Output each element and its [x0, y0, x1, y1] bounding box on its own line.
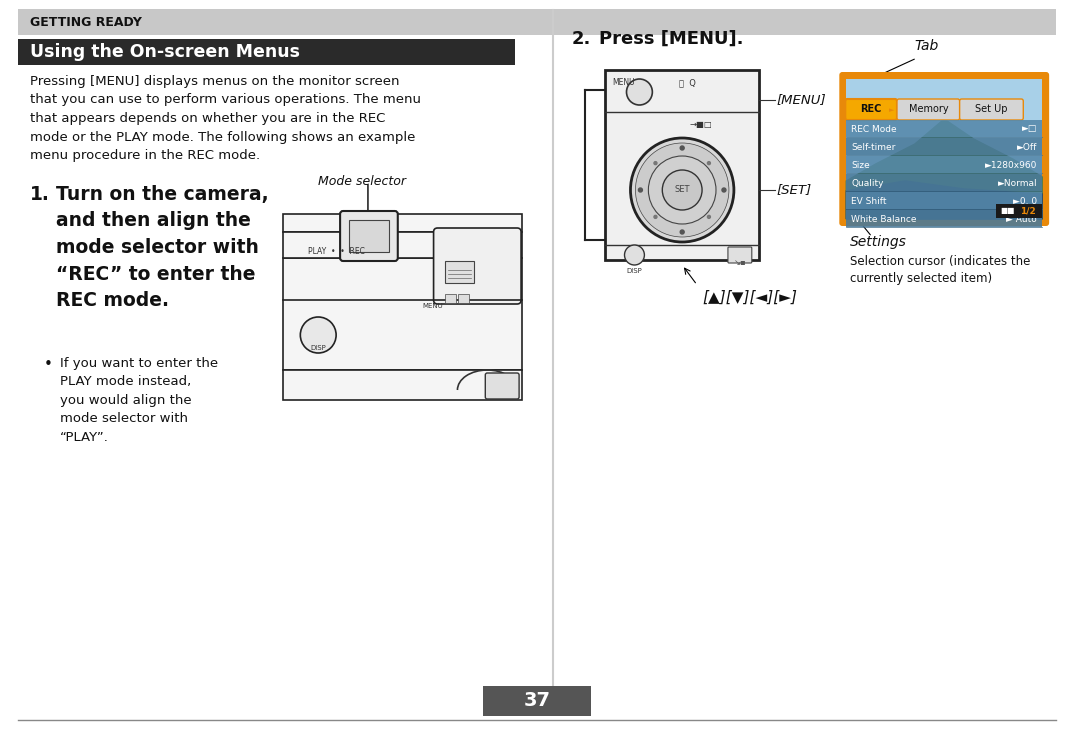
Circle shape	[654, 161, 657, 165]
Text: [SET]: [SET]	[777, 183, 812, 196]
Circle shape	[635, 143, 729, 237]
FancyBboxPatch shape	[18, 39, 515, 65]
Text: 2.: 2.	[571, 30, 591, 48]
Text: •: •	[44, 357, 53, 372]
Circle shape	[648, 156, 716, 224]
Text: →■□: →■□	[689, 120, 712, 129]
FancyBboxPatch shape	[283, 214, 522, 232]
FancyBboxPatch shape	[997, 204, 1042, 218]
FancyBboxPatch shape	[847, 79, 1042, 184]
Text: Size: Size	[851, 161, 870, 169]
Text: Self-timer: Self-timer	[851, 142, 895, 152]
Text: 1/2: 1/2	[1021, 207, 1036, 215]
Text: ►□: ►□	[1022, 125, 1037, 134]
Text: Memory: Memory	[908, 104, 948, 114]
FancyBboxPatch shape	[847, 192, 1042, 209]
FancyBboxPatch shape	[847, 120, 1042, 137]
Text: Quality: Quality	[851, 179, 883, 188]
Polygon shape	[847, 119, 1042, 219]
FancyBboxPatch shape	[846, 99, 897, 120]
FancyBboxPatch shape	[445, 293, 456, 302]
Text: ↘▪: ↘▪	[733, 258, 746, 267]
Text: Tab: Tab	[915, 39, 939, 53]
Text: ►Off: ►Off	[1017, 142, 1037, 152]
FancyBboxPatch shape	[283, 232, 522, 258]
FancyBboxPatch shape	[340, 211, 397, 261]
Text: Selection cursor (indicates the
currently selected item): Selection cursor (indicates the currentl…	[850, 255, 1030, 285]
Circle shape	[707, 215, 711, 218]
Text: Settings: Settings	[850, 235, 907, 249]
Text: ►0. 0: ►0. 0	[1013, 196, 1037, 206]
FancyBboxPatch shape	[349, 220, 389, 252]
Text: DISP: DISP	[310, 345, 326, 351]
Text: ►1280x960: ►1280x960	[985, 161, 1037, 169]
Text: DISP: DISP	[626, 268, 643, 274]
Circle shape	[624, 245, 645, 265]
Text: 37: 37	[524, 691, 551, 710]
Circle shape	[680, 146, 684, 150]
Polygon shape	[847, 181, 1042, 219]
FancyBboxPatch shape	[839, 72, 1049, 226]
Text: If you want to enter the
PLAY mode instead,
you would align the
mode selector wi: If you want to enter the PLAY mode inste…	[59, 357, 218, 444]
Text: ► Auto: ► Auto	[1007, 215, 1037, 223]
Text: MENU: MENU	[612, 78, 635, 87]
Text: REC: REC	[861, 104, 882, 114]
FancyBboxPatch shape	[847, 174, 1042, 191]
FancyBboxPatch shape	[847, 210, 1042, 227]
Text: [MENU]: [MENU]	[777, 93, 826, 107]
Circle shape	[654, 215, 657, 218]
Text: MENU: MENU	[422, 303, 444, 309]
FancyBboxPatch shape	[18, 9, 1056, 35]
FancyBboxPatch shape	[484, 686, 591, 716]
Text: ►Normal: ►Normal	[998, 179, 1037, 188]
Text: Turn on the camera,
and then align the
mode selector with
“REC” to enter the
REC: Turn on the camera, and then align the m…	[56, 185, 268, 310]
Circle shape	[707, 161, 711, 165]
Text: EV Shift: EV Shift	[851, 196, 887, 206]
Text: REC Mode: REC Mode	[851, 125, 896, 134]
FancyBboxPatch shape	[847, 79, 1042, 219]
FancyBboxPatch shape	[728, 247, 752, 263]
Circle shape	[631, 138, 734, 242]
Text: Pressing [MENU] displays menus on the monitor screen
that you can use to perform: Pressing [MENU] displays menus on the mo…	[30, 75, 421, 162]
FancyBboxPatch shape	[283, 370, 522, 400]
FancyBboxPatch shape	[847, 156, 1042, 173]
FancyBboxPatch shape	[485, 373, 519, 399]
FancyBboxPatch shape	[847, 138, 1042, 155]
Circle shape	[680, 230, 684, 234]
Text: ►: ►	[889, 107, 894, 113]
Text: Press [MENU].: Press [MENU].	[598, 30, 743, 48]
Text: [▲][▼][◄][►]: [▲][▼][◄][►]	[702, 290, 797, 305]
Text: ■■: ■■	[1000, 207, 1015, 215]
Circle shape	[662, 170, 702, 210]
FancyBboxPatch shape	[458, 293, 469, 302]
Text: Using the On-screen Menus: Using the On-screen Menus	[30, 43, 300, 61]
Circle shape	[626, 79, 652, 105]
Circle shape	[721, 188, 726, 192]
FancyBboxPatch shape	[433, 228, 521, 304]
Circle shape	[300, 317, 336, 353]
Text: SET: SET	[674, 185, 690, 194]
Text: Mode selector: Mode selector	[319, 175, 406, 188]
Circle shape	[638, 188, 643, 192]
Text: 1.: 1.	[30, 185, 50, 204]
Text: Set Up: Set Up	[975, 104, 1008, 114]
Text: White Balance: White Balance	[851, 215, 917, 223]
FancyBboxPatch shape	[605, 70, 759, 260]
FancyBboxPatch shape	[960, 99, 1023, 120]
Text: ⎕  Q: ⎕ Q	[679, 78, 697, 87]
Text: PLAY  •  •  REC: PLAY • • REC	[308, 247, 365, 256]
Text: GETTING READY: GETTING READY	[30, 15, 141, 28]
FancyBboxPatch shape	[897, 99, 960, 120]
FancyBboxPatch shape	[445, 261, 474, 283]
FancyBboxPatch shape	[283, 258, 522, 370]
